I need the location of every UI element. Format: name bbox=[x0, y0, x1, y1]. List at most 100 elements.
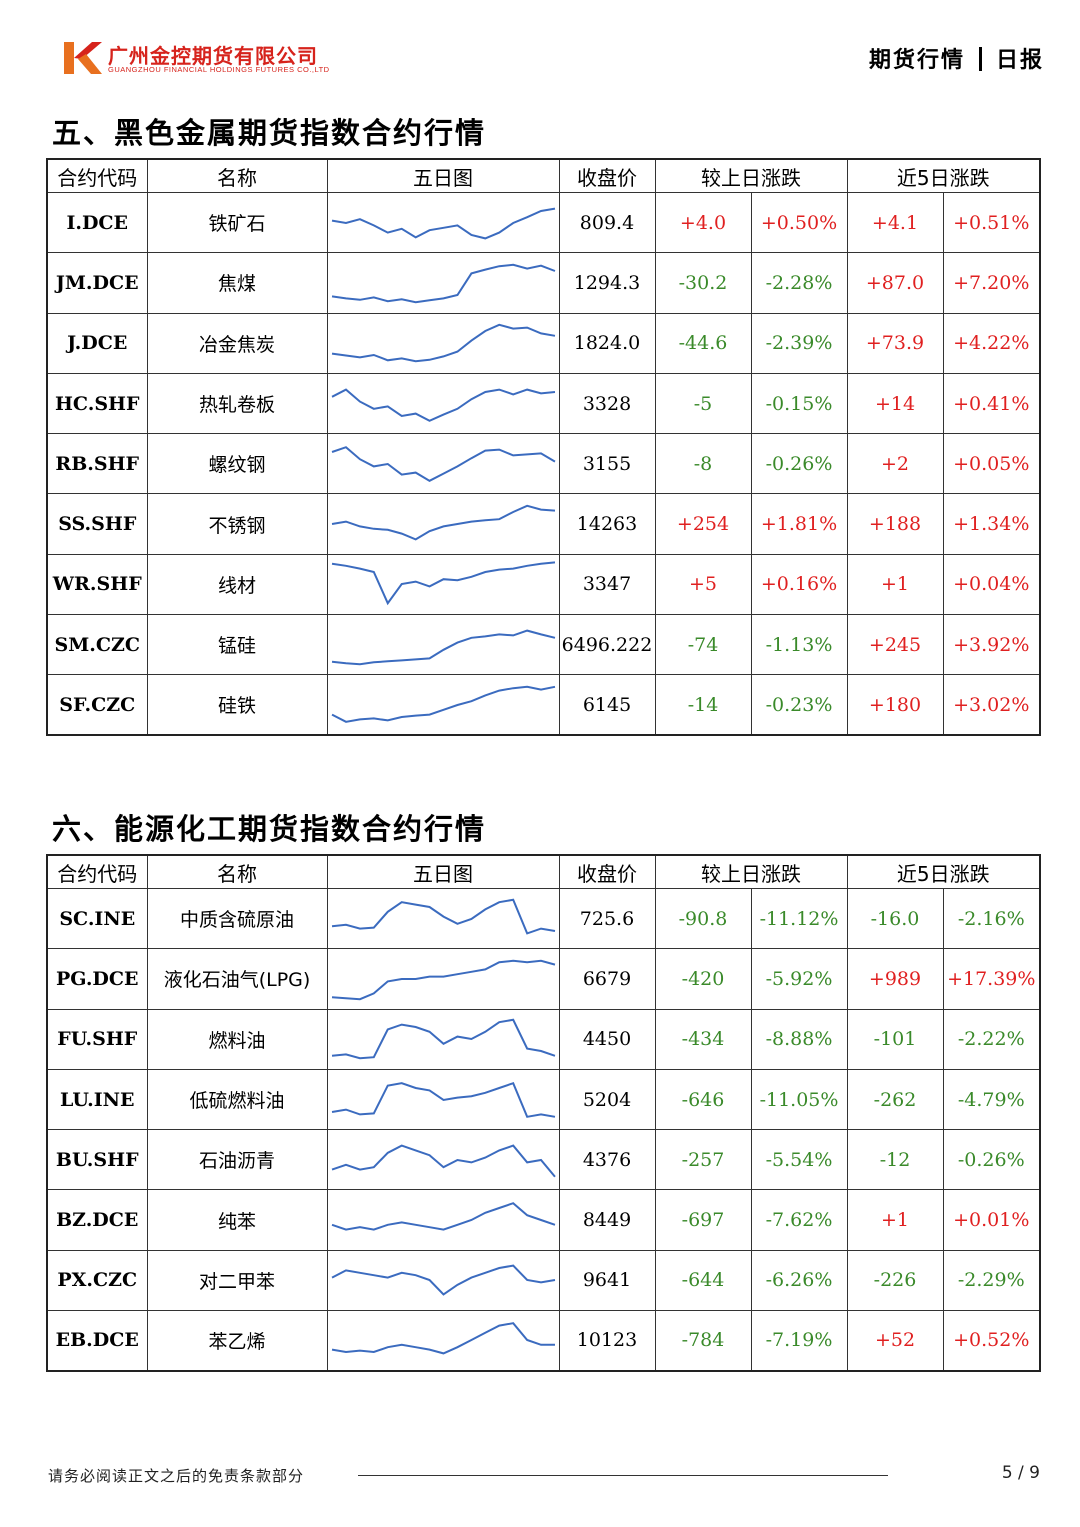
five-day-change-pct: -2.29% bbox=[942, 1249, 1041, 1312]
sparkline bbox=[331, 1018, 555, 1060]
daily-change: -697 bbox=[654, 1189, 752, 1251]
column-header: 较上日涨跌 bbox=[654, 854, 848, 889]
five-day-change: +188 bbox=[846, 493, 944, 555]
daily-change: -8 bbox=[654, 433, 752, 495]
five-day-change: -12 bbox=[846, 1129, 944, 1191]
daily-change-pct: -7.62% bbox=[750, 1189, 848, 1251]
close-price: 3155 bbox=[558, 433, 656, 495]
contract-name: 不锈钢 bbox=[146, 493, 328, 555]
five-day-change-pct: +4.22% bbox=[942, 312, 1041, 374]
sparkline-series bbox=[331, 1322, 555, 1355]
contract-name: 线材 bbox=[146, 553, 328, 616]
five-day-change-pct: -2.22% bbox=[942, 1008, 1041, 1070]
close-price: 6145 bbox=[558, 674, 656, 736]
daily-change-pct: +0.50% bbox=[750, 191, 848, 254]
sparkline-series bbox=[331, 387, 555, 422]
sparkline bbox=[331, 629, 555, 665]
contract-name: 石油沥青 bbox=[146, 1129, 328, 1191]
five-day-change: +245 bbox=[846, 614, 944, 676]
contract-code: PX.CZC bbox=[46, 1249, 148, 1312]
close-price: 3347 bbox=[558, 553, 656, 616]
close-price: 1294.3 bbox=[558, 252, 656, 314]
section-title: 六、能源化工期货指数合约行情 bbox=[52, 812, 487, 846]
five-day-change-pct: +7.20% bbox=[942, 252, 1041, 314]
column-header: 近5日涨跌 bbox=[846, 854, 1041, 889]
five-day-chart bbox=[326, 1129, 560, 1191]
sparkline bbox=[331, 959, 555, 1001]
five-day-change: +180 bbox=[846, 674, 944, 736]
column-header: 收盘价 bbox=[558, 854, 656, 889]
five-day-change-pct: +0.05% bbox=[942, 433, 1041, 495]
five-day-chart bbox=[326, 191, 560, 254]
close-price: 14263 bbox=[558, 493, 656, 555]
table-row: RB.SHF 螺纹钢 3155 -8 -0.26% +2 +0.05% bbox=[46, 433, 1041, 495]
five-day-chart bbox=[326, 1249, 560, 1312]
five-day-chart bbox=[326, 252, 560, 314]
table-row: PX.CZC 对二甲苯 9641 -644 -6.26% -226 -2.29% bbox=[46, 1249, 1041, 1312]
five-day-chart bbox=[326, 312, 560, 374]
contract-code: FU.SHF bbox=[46, 1008, 148, 1070]
daily-change: -784 bbox=[654, 1310, 752, 1372]
close-price: 3328 bbox=[558, 372, 656, 435]
five-day-change-pct: -2.16% bbox=[942, 887, 1041, 950]
contract-code: J.DCE bbox=[46, 312, 148, 374]
contract-name: 中质含硫原油 bbox=[146, 887, 328, 950]
five-day-change: -101 bbox=[846, 1008, 944, 1070]
table-row: EB.DCE 苯乙烯 10123 -784 -7.19% +52 +0.52% bbox=[46, 1310, 1041, 1372]
daily-change-pct: -1.13% bbox=[750, 614, 848, 676]
daily-change-pct: -6.26% bbox=[750, 1249, 848, 1312]
close-price: 5204 bbox=[558, 1068, 656, 1131]
contract-code: SM.CZC bbox=[46, 614, 148, 676]
daily-change-pct: -2.39% bbox=[750, 312, 848, 374]
daily-change: +5 bbox=[654, 553, 752, 616]
sparkline bbox=[331, 1144, 556, 1178]
daily-change: -420 bbox=[654, 948, 752, 1010]
five-day-change-pct: +0.04% bbox=[942, 553, 1041, 616]
sparkline bbox=[331, 1202, 555, 1231]
close-price: 4376 bbox=[558, 1129, 656, 1191]
contract-code: PG.DCE bbox=[46, 948, 148, 1010]
contract-name: 低硫燃料油 bbox=[146, 1068, 328, 1131]
five-day-change-pct: +0.01% bbox=[942, 1189, 1041, 1251]
page-header: 广州金控期货有限公司 GUANGZHOU FINANCIAL HOLDINGS … bbox=[0, 0, 1080, 100]
close-price: 725.6 bbox=[558, 887, 656, 950]
table-row: LU.INE 低硫燃料油 5204 -646 -11.05% -262 -4.79% bbox=[46, 1068, 1041, 1131]
footer-divider bbox=[358, 1475, 888, 1476]
page-number: 5 / 9 bbox=[1001, 1463, 1040, 1483]
column-header: 名称 bbox=[146, 854, 328, 889]
five-day-change: -262 bbox=[846, 1068, 944, 1131]
daily-change-pct: -0.26% bbox=[750, 433, 848, 495]
contract-name: 焦煤 bbox=[146, 252, 328, 314]
five-day-change-pct: +0.52% bbox=[942, 1310, 1041, 1372]
sparkline-series bbox=[331, 1018, 555, 1060]
contract-code: EB.DCE bbox=[46, 1310, 148, 1372]
five-day-chart bbox=[326, 433, 560, 495]
daily-change-pct: -7.19% bbox=[750, 1310, 848, 1372]
table-row: BU.SHF 石油沥青 4376 -257 -5.54% -12 -0.26% bbox=[46, 1129, 1041, 1191]
five-day-change: +4.1 bbox=[846, 191, 944, 254]
contract-code: I.DCE bbox=[46, 191, 148, 254]
sparkline bbox=[331, 685, 555, 723]
company-logo-icon bbox=[64, 42, 102, 74]
document-type: 期货行情 日报 bbox=[869, 42, 1044, 74]
five-day-change: -16.0 bbox=[846, 887, 944, 950]
daily-change-pct: +1.81% bbox=[750, 493, 848, 555]
column-header: 收盘价 bbox=[558, 158, 656, 193]
column-header: 合约代码 bbox=[46, 854, 148, 889]
five-day-chart bbox=[326, 1189, 560, 1251]
contract-code: RB.SHF bbox=[46, 433, 148, 495]
daily-change: -646 bbox=[654, 1068, 752, 1131]
five-day-change-pct: +1.34% bbox=[942, 493, 1041, 555]
footer-disclaimer: 请务必阅读正文之后的免责条款部分 bbox=[48, 1467, 305, 1485]
sparkline-series bbox=[331, 561, 555, 606]
close-price: 9641 bbox=[558, 1249, 656, 1312]
contract-name: 燃料油 bbox=[146, 1008, 328, 1070]
sparkline-series bbox=[331, 445, 555, 482]
table-row: J.DCE 冶金焦炭 1824.0 -44.6 -2.39% +73.9 +4.22% bbox=[46, 312, 1041, 374]
doc-type-left: 期货行情 bbox=[868, 48, 965, 73]
close-price: 8449 bbox=[558, 1189, 656, 1251]
five-day-chart bbox=[326, 1008, 560, 1070]
sparkline-series bbox=[331, 207, 555, 240]
contract-code: BU.SHF bbox=[46, 1129, 148, 1191]
column-header: 较上日涨跌 bbox=[654, 158, 848, 193]
